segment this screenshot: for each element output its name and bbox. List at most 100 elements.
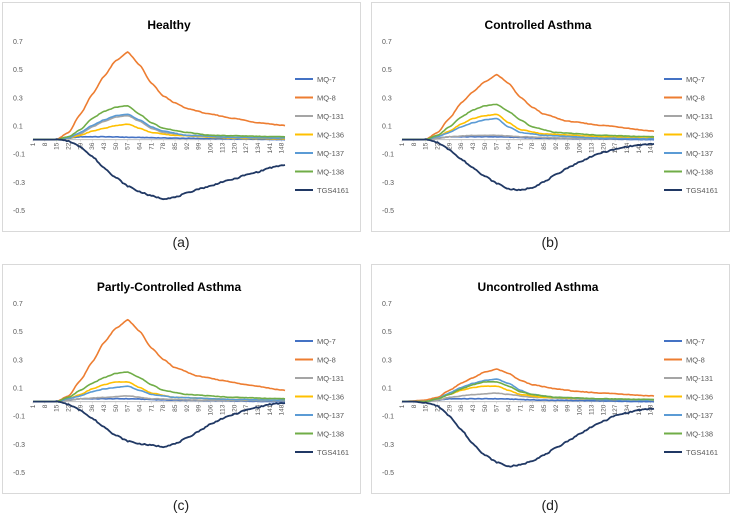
x-tick-label: 64 (137, 142, 144, 150)
x-tick-label: 22 (435, 142, 442, 150)
x-tick-label: 71 (148, 404, 155, 412)
x-tick-label: 29 (77, 142, 84, 150)
y-tick-label: -0.5 (382, 470, 394, 477)
x-tick-label: 1 (399, 142, 406, 146)
y-tick-label: -0.1 (382, 414, 394, 421)
chart-panel-healthy: Healthy 0.7 0.5 0.3 0.1 -0.1 -0.3 -0.5 1 8 15 22 29 3… (2, 2, 361, 232)
x-tick-label: 71 (517, 404, 524, 412)
legend-label-mq-138: MQ-138 (317, 168, 344, 177)
legend-label-mq-131: MQ-131 (317, 374, 344, 383)
legend-label-mq-8: MQ-8 (317, 356, 336, 365)
legend-label-mq-8: MQ-8 (686, 356, 705, 365)
y-tick-label: 0.5 (382, 329, 392, 336)
caption-c: (c) (172, 497, 190, 513)
legend-label-mq-7: MQ-7 (686, 337, 705, 346)
chart-panel-uncontrolled-asthma: Uncontrolled Asthma 0.7 0.5 0.3 0.1 -0.1 -0.3 -… (371, 264, 730, 494)
legend-label-mq-7: MQ-7 (317, 75, 336, 84)
legend-label-mq-8: MQ-8 (317, 94, 336, 103)
legend-label-mq-136: MQ-136 (317, 393, 344, 402)
series-line-mq-137 (33, 385, 286, 403)
x-tick-label: 92 (184, 142, 191, 150)
x-tick-label: 8 (42, 142, 49, 146)
chart-title: Uncontrolled Asthma (478, 280, 599, 294)
chart-title: Healthy (147, 18, 191, 32)
x-tick-label: 57 (125, 404, 132, 412)
chart-uncontrolled-asthma: Uncontrolled Asthma 0.7 0.5 0.3 0.1 -0.1 -0.3 -… (382, 280, 718, 477)
x-tick-label: 120 (600, 142, 607, 153)
x-tick-label: 36 (458, 142, 465, 150)
x-tick-label: 22 (66, 404, 73, 412)
x-tick-label: 1 (399, 404, 406, 408)
legend-label-mq-131: MQ-131 (317, 112, 344, 121)
x-tick-label: 57 (494, 404, 501, 412)
x-tick-label: 113 (588, 404, 595, 415)
y-tick-label: -0.3 (13, 442, 25, 449)
y-tick-label: -0.3 (382, 180, 394, 187)
caption-b: (b) (541, 234, 559, 250)
x-tick-label: 43 (101, 142, 108, 150)
x-tick-label: 99 (565, 404, 572, 412)
x-tick-label: 134 (624, 404, 631, 415)
series-line-mq-137 (402, 117, 655, 141)
x-tick-label: 15 (54, 404, 61, 412)
legend-label-mq-7: MQ-7 (686, 75, 705, 84)
legend-label-mq-136: MQ-136 (686, 131, 713, 140)
series-line-mq-138 (33, 371, 286, 403)
y-tick-label: -0.5 (13, 208, 25, 215)
x-tick-label: 99 (196, 142, 203, 150)
x-tick-label: 15 (54, 142, 61, 150)
x-tick-label: 50 (482, 142, 489, 150)
series-line-mq-136 (33, 123, 286, 141)
series-line-mq-8 (401, 368, 655, 403)
x-tick-label: 85 (172, 142, 179, 150)
legend-label-mq-8: MQ-8 (686, 94, 705, 103)
x-tick-label: 36 (458, 404, 465, 412)
series-line-tgs4161 (33, 400, 286, 449)
x-tick-label: 64 (137, 404, 144, 412)
x-tick-label: 134 (255, 142, 262, 153)
legend-label-tgs4161: TGS4161 (686, 186, 718, 195)
series-line-mq-137 (33, 113, 286, 141)
y-tick-label: 0.7 (13, 301, 23, 308)
series-line-mq-8 (33, 318, 286, 403)
x-tick-label: 148 (279, 404, 286, 415)
x-tick-label: 85 (541, 404, 548, 412)
x-tick-label: 43 (470, 404, 477, 412)
chart-title: Partly-Controlled Asthma (97, 280, 242, 294)
y-tick-label: 0.3 (13, 357, 23, 364)
x-tick-label: 148 (648, 404, 655, 415)
x-tick-label: 106 (208, 404, 215, 415)
legend-label-mq-138: MQ-138 (686, 430, 713, 439)
y-tick-label: 0.1 (13, 124, 23, 131)
x-tick-label: 127 (243, 142, 250, 153)
y-tick-label: 0.7 (382, 301, 392, 308)
legend-label-mq-137: MQ-137 (317, 411, 344, 420)
chart-healthy: Healthy 0.7 0.5 0.3 0.1 -0.1 -0.3 -0.5 1 8 15 22 29 3… (13, 18, 349, 215)
x-tick-label: 120 (231, 404, 238, 415)
x-tick-label: 113 (219, 404, 226, 415)
x-tick-label: 85 (541, 142, 548, 150)
y-tick-label: -0.1 (382, 152, 394, 159)
x-tick-label: 120 (600, 404, 607, 415)
x-tick-label: 141 (267, 142, 274, 153)
x-tick-label: 99 (565, 142, 572, 150)
x-tick-label: 78 (160, 142, 167, 150)
x-tick-label: 36 (89, 404, 96, 412)
x-tick-label: 106 (577, 404, 584, 415)
x-tick-label: 127 (612, 142, 619, 153)
caption-d: (d) (541, 497, 559, 513)
chart-panel-partly-controlled-asthma: Partly-Controlled Asthma 0.7 0.5 0.3 0.1 -0.1… (2, 264, 361, 494)
x-tick-label: 64 (506, 142, 513, 150)
x-tick-label: 78 (529, 142, 536, 150)
x-tick-label: 15 (423, 142, 430, 150)
y-tick-label: 0.1 (13, 386, 23, 393)
x-tick-label: 43 (470, 142, 477, 150)
x-tick-label: 71 (148, 142, 155, 150)
x-tick-label: 50 (482, 404, 489, 412)
y-tick-label: 0.3 (382, 95, 392, 102)
x-tick-label: 92 (553, 142, 560, 150)
x-tick-label: 50 (113, 404, 120, 412)
chart-controlled-asthma: Controlled Asthma 0.7 0.5 0.3 0.1 -0.1 -0.3 -0.… (382, 18, 718, 215)
y-tick-label: -0.3 (13, 180, 25, 187)
legend-label-tgs4161: TGS4161 (317, 186, 349, 195)
